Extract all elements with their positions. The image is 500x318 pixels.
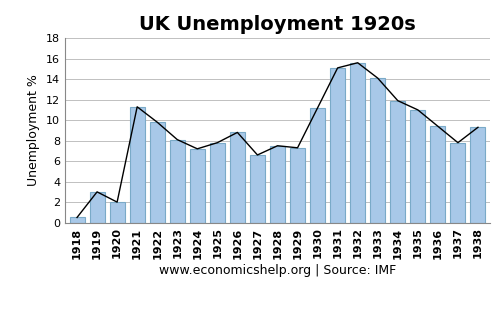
Bar [70,218,84,223]
Bar [410,110,426,223]
Bar [210,143,225,223]
Bar [190,149,205,223]
Bar [290,148,305,223]
Bar [310,108,325,223]
Bar [230,132,245,223]
Bar [470,127,486,223]
Bar [330,68,345,223]
X-axis label: www.economicshelp.org | Source: IMF: www.economicshelp.org | Source: IMF [159,264,396,277]
Bar [170,140,185,223]
Bar [150,122,164,223]
Bar [350,63,365,223]
Bar [130,107,144,223]
Title: UK Unemployment 1920s: UK Unemployment 1920s [139,15,416,34]
Y-axis label: Unemployment %: Unemployment % [28,74,40,186]
Bar [90,192,104,223]
Bar [270,146,285,223]
Bar [370,78,386,223]
Bar [390,101,406,223]
Bar [110,202,124,223]
Bar [450,143,466,223]
Bar [250,155,265,223]
Bar [430,126,446,223]
